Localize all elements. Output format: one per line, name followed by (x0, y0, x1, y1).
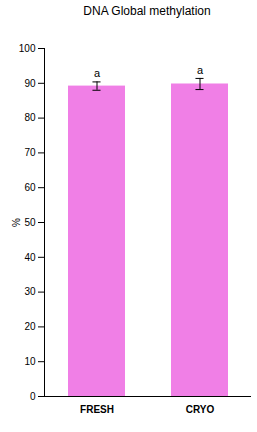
svg-text:60: 60 (24, 182, 36, 193)
html-text:DNA Global methylation: DNA Global methylation (83, 4, 211, 18)
svg-text:0: 0 (30, 391, 36, 402)
svg-text:40: 40 (24, 252, 36, 263)
svg-text:70: 70 (24, 147, 36, 158)
svg-text:CRYO: CRYO (186, 404, 215, 415)
svg-text:80: 80 (24, 112, 36, 123)
svg-text:10: 10 (24, 356, 36, 367)
svg-text:FRESH: FRESH (80, 404, 114, 415)
svg-text:a: a (94, 67, 101, 79)
svg-text:20: 20 (24, 321, 36, 332)
svg-text:100: 100 (19, 43, 36, 54)
svg-text:30: 30 (24, 286, 36, 297)
svg-text:%: % (11, 218, 22, 227)
svg-text:50: 50 (24, 217, 36, 228)
svg-text:90: 90 (24, 78, 36, 89)
svg-text:a: a (197, 64, 204, 76)
